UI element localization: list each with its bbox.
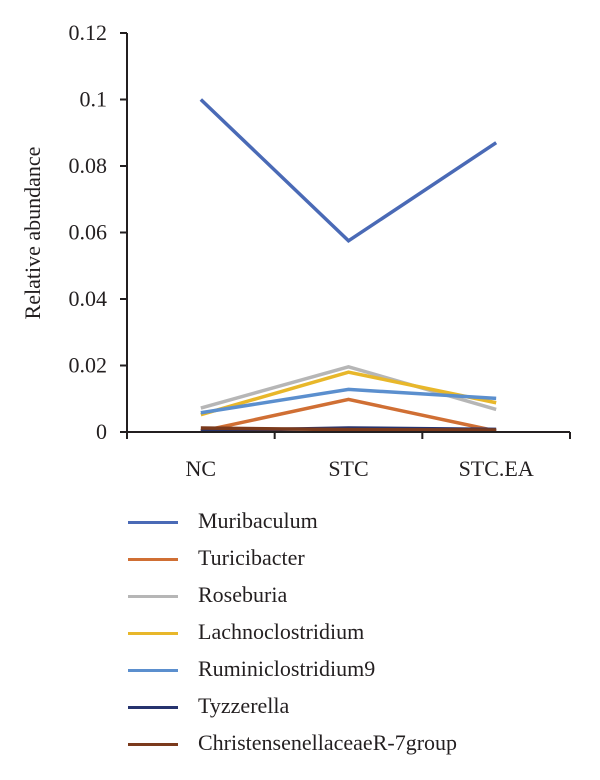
legend-swatch xyxy=(128,743,178,746)
y-axis-label: Relative abundance xyxy=(20,147,45,320)
legend-item: ChristensenellaceaeR-7group xyxy=(128,728,588,765)
line-chart: 0 0.02 0.04 0.06 0.08 0.1 0.12 NC STC STC.EA Rel… xyxy=(20,20,571,481)
legend-swatch xyxy=(128,595,178,598)
x-tick-label: STC xyxy=(328,456,368,481)
legend: Muribaculum Turicibacter Roseburia Lachnocl… xyxy=(128,506,588,765)
legend-swatch xyxy=(128,558,178,561)
legend-item: Muribaculum xyxy=(128,506,588,543)
y-tick-label: 0 xyxy=(96,419,107,444)
legend-swatch xyxy=(128,632,178,635)
series-line-muribaculum xyxy=(199,98,498,244)
legend-item: Turicibacter xyxy=(128,543,588,580)
legend-item: Ruminiclostridium9 xyxy=(128,654,588,691)
legend-swatch xyxy=(128,669,178,672)
y-tick-label: 0.12 xyxy=(69,20,108,45)
legend-label: Ruminiclostridium9 xyxy=(198,656,376,681)
legend-label: Muribaculum xyxy=(198,508,318,533)
y-tick-label: 0.04 xyxy=(69,286,108,311)
series-line-ruminiclostridium9 xyxy=(200,387,497,415)
y-tick-label: 0.1 xyxy=(80,87,108,112)
legend-swatch xyxy=(128,706,178,709)
legend-label: Lachnoclostridium xyxy=(198,619,365,644)
x-tick-label: STC.EA xyxy=(459,456,534,481)
series-lines xyxy=(199,98,498,434)
legend-label: Roseburia xyxy=(198,582,288,607)
legend-item: Lachnoclostridium xyxy=(128,617,588,654)
legend-item: Tyzzerella xyxy=(128,691,588,728)
legend-label: Tyzzerella xyxy=(198,693,290,718)
legend-label: ChristensenellaceaeR-7group xyxy=(198,730,458,755)
series-line-lachnoclostridium xyxy=(200,370,497,417)
legend-item: Roseburia xyxy=(128,580,588,617)
y-tick-label: 0.02 xyxy=(69,353,108,378)
x-tick-label: NC xyxy=(186,456,217,481)
legend-swatch xyxy=(128,521,178,524)
x-axis-ticks: NC STC STC.EA xyxy=(126,432,571,481)
y-tick-label: 0.06 xyxy=(69,220,108,245)
y-tick-label: 0.08 xyxy=(69,153,108,178)
series-line-turicibacter xyxy=(200,397,497,434)
y-axis-ticks: 0 0.02 0.04 0.06 0.08 0.1 0.12 xyxy=(69,20,127,444)
legend-label: Turicibacter xyxy=(198,545,305,570)
series-line-christensenellaceaer-7group xyxy=(200,426,497,432)
